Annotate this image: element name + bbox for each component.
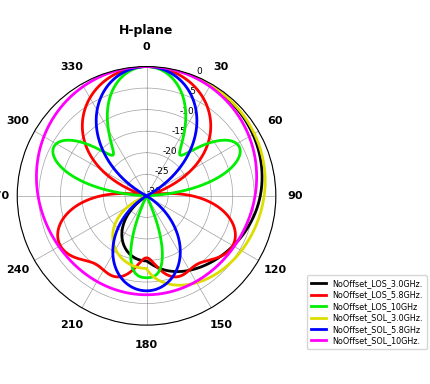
Legend: NoOffset_LOS_3.0GHz., NoOffset_LOS_5.8GHz., NoOffset_LOS_10GHz, NoOffset_SOL_3.0: NoOffset_LOS_3.0GHz., NoOffset_LOS_5.8GH… bbox=[307, 275, 426, 349]
Title: H-plane: H-plane bbox=[119, 24, 173, 37]
